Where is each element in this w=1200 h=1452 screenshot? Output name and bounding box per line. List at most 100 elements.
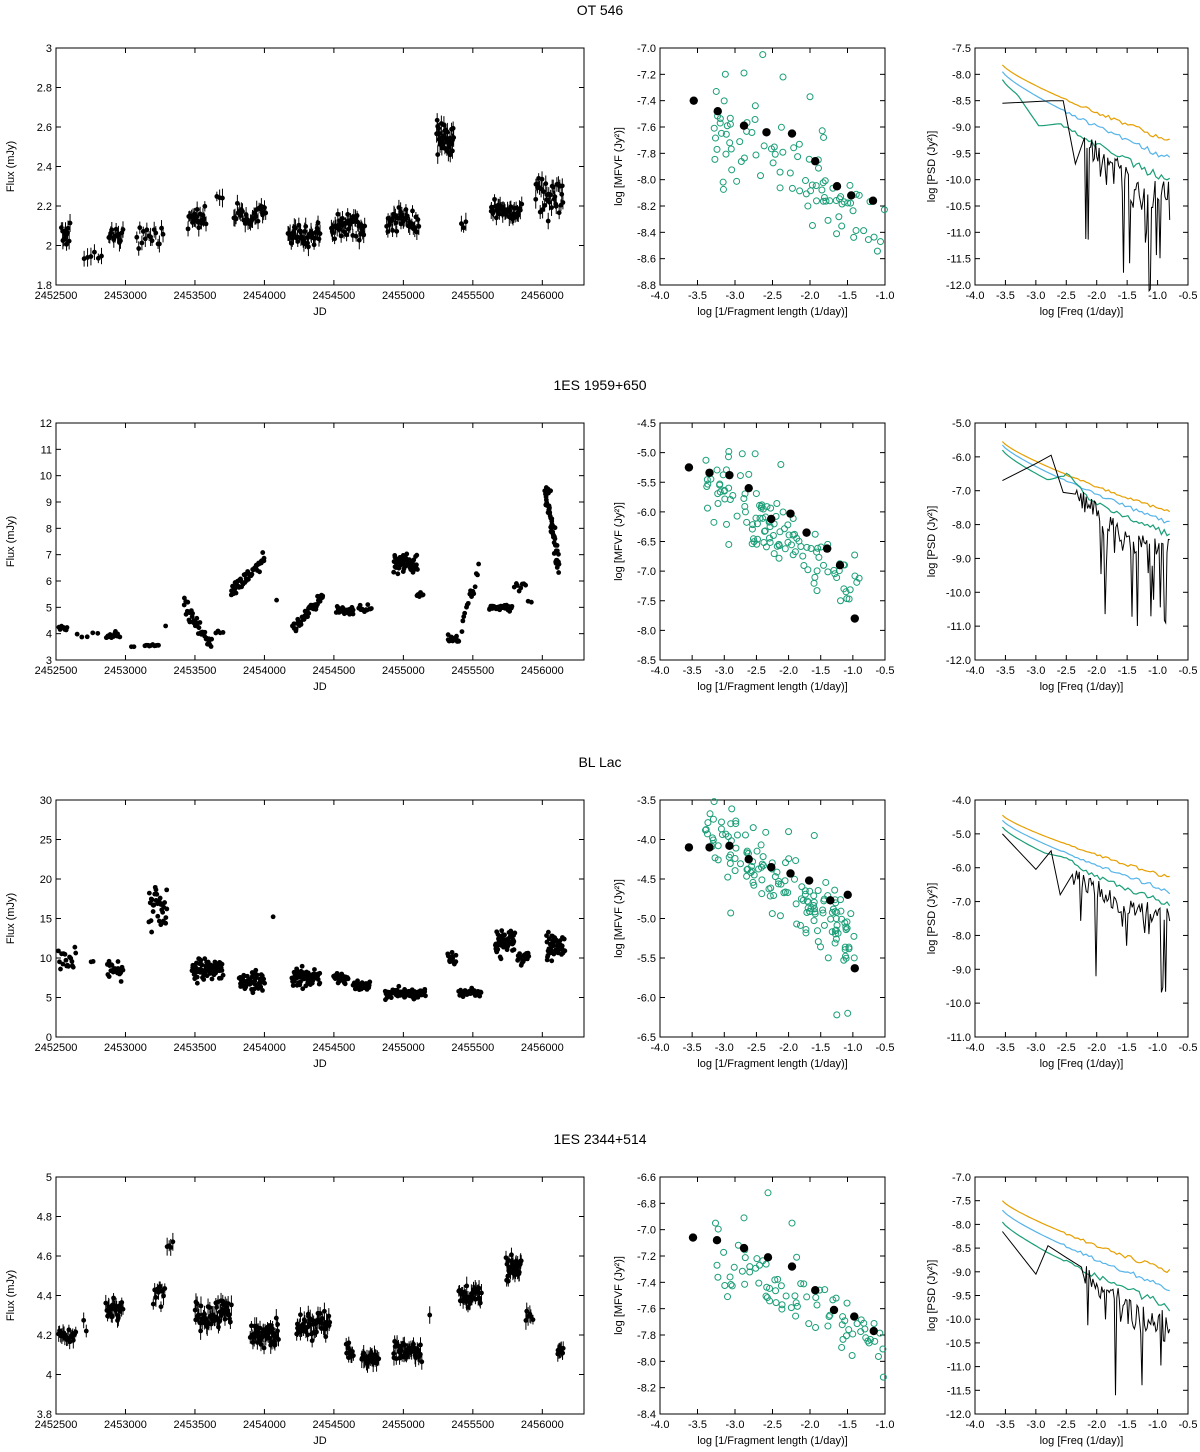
mfvf-fragment-point — [748, 867, 756, 875]
lc-point — [65, 225, 71, 231]
mfvf-binned-point — [684, 843, 694, 852]
lc-point — [134, 234, 140, 240]
lc-point — [228, 1302, 234, 1308]
mfvf-binned-point — [725, 841, 734, 851]
mfvf-binned-point — [835, 561, 845, 570]
psd-ytick-label: -6.0 — [952, 863, 971, 875]
lc-point — [201, 216, 207, 222]
lc-xtick-label: 2455000 — [382, 1042, 425, 1054]
mfvf-fragment-point — [719, 178, 727, 186]
mfvf-fragment-point — [841, 946, 849, 954]
mfvf-fragment-point — [758, 876, 766, 884]
mfvf-ytick-label: -8.0 — [637, 175, 656, 187]
mfvf-fragment-point — [811, 910, 819, 918]
lc-xtick-label: 2455500 — [451, 1042, 494, 1054]
mfvf-ytick-label: -8.2 — [637, 201, 656, 213]
mfvf-fragment-point — [846, 181, 854, 189]
mfvf-fragment-point — [776, 912, 784, 920]
mfvf-fragment-point — [824, 216, 832, 224]
mfvf-fragment-point — [736, 472, 744, 480]
mfvf-fragment-point — [813, 927, 821, 935]
mfvf-fragment-point — [714, 1225, 722, 1233]
mfvf-fragment-point — [802, 190, 810, 198]
mfvf-fragment-point — [731, 855, 739, 863]
lc-xtick-label: 2456000 — [521, 1419, 564, 1431]
mfvf-fragment-point — [810, 892, 818, 900]
lc-point — [62, 951, 68, 957]
mfvf-fragment-point — [770, 550, 778, 558]
mfvf-ytick-label: -7.0 — [637, 1225, 656, 1237]
mfvf-fragment-point — [813, 1301, 821, 1309]
lc-xtick-label: 2454500 — [312, 665, 355, 677]
mfvf-ytick-label: -8.6 — [637, 254, 656, 266]
mfvf-fragment-point — [814, 544, 822, 552]
lc-point — [509, 603, 515, 609]
lc-point — [336, 226, 342, 232]
lc-point — [137, 225, 143, 231]
mfvf-fragment-point — [779, 508, 787, 516]
mfvf-fragment-point — [740, 69, 748, 77]
mfvf-fragment-point — [833, 908, 841, 916]
psd-xtick-label: -4.0 — [966, 290, 985, 302]
mfvf-fragment-point — [821, 1286, 829, 1294]
lc-point — [447, 152, 453, 158]
mfvf-fragment-point — [779, 148, 787, 156]
psd-ylabel: log [PSD (Jy²)] — [926, 883, 938, 955]
lc-point — [202, 203, 208, 209]
psd-ytick-label: -8.0 — [952, 930, 971, 942]
lc-point — [276, 1337, 281, 1342]
lc-xtick-label: 2456000 — [521, 1042, 564, 1054]
lc-point — [415, 567, 420, 572]
lc-point — [74, 631, 80, 637]
mfvf-fragment-point — [843, 924, 851, 932]
psd-xtick-label: -2.0 — [1087, 1419, 1106, 1431]
psd-ytick-label: -8.0 — [952, 69, 971, 81]
lc-xlabel: JD — [313, 1435, 327, 1447]
mfvf-binned-point — [850, 614, 859, 623]
lc-point — [95, 630, 101, 636]
lc-point — [395, 571, 401, 577]
lc-xtick-label: 2453000 — [104, 1042, 147, 1054]
lc-point — [240, 209, 245, 214]
mfvf-fragment-point — [785, 828, 793, 836]
mfvf-fragment-point — [820, 133, 828, 141]
mfvf-fragment-point — [728, 805, 736, 813]
mfvf-ytick-label: -5.5 — [637, 477, 656, 489]
mfvf-fragment-point — [777, 460, 785, 468]
psd-xlabel: log [Freq (1/day)] — [1040, 1435, 1124, 1447]
mfvf-fragment-point — [870, 1320, 878, 1328]
mfvf-binned-point — [705, 468, 714, 477]
mfvf-xtick-label: -2.5 — [763, 1419, 782, 1431]
mfvf-fragment-point — [782, 859, 790, 867]
lc-point — [199, 962, 205, 968]
mfvf-fragment-point — [740, 1214, 748, 1222]
mfvf-fragment-point — [740, 495, 748, 503]
mfvf-fragment-point — [726, 1273, 734, 1281]
mfvf-fragment-point — [767, 884, 775, 892]
mfvf-fragment-point — [812, 1294, 820, 1302]
mfvf-fragment-point — [778, 1301, 786, 1309]
mfvf-xtick-label: -3.0 — [726, 290, 745, 302]
psd-ytick-label: -5.0 — [952, 418, 971, 430]
lc-point — [233, 590, 239, 596]
lc-xtick-label: 2454000 — [243, 1419, 286, 1431]
mfvf-ylabel: log [MFVF (Jy²)] — [613, 127, 625, 206]
mfvf-fragment-point — [774, 880, 782, 888]
psd-orange-line — [1001, 1200, 1171, 1274]
mfvf-ytick-label: -8.0 — [637, 1356, 656, 1368]
mfvf-fragment-point — [805, 1320, 813, 1328]
lc-point — [376, 1356, 382, 1362]
mfvf-xlabel: log [1/Fragment length (1/day)] — [697, 1435, 847, 1447]
row-title-1es1959: 1ES 1959+650 — [553, 377, 646, 393]
mfvf-fragment-point — [711, 155, 719, 163]
lc-point — [453, 952, 459, 958]
mfvf-binned-point — [847, 191, 856, 200]
lc-point — [514, 583, 520, 588]
mfvf-fragment-point — [766, 892, 774, 900]
psd-ytick-label: -10.0 — [946, 175, 971, 187]
lc-point — [201, 977, 207, 982]
mfvf-xtick-label: -1.0 — [876, 290, 895, 302]
lc-point — [198, 957, 204, 963]
mfvf-fragment-point — [717, 129, 725, 137]
lc-point — [118, 238, 123, 244]
